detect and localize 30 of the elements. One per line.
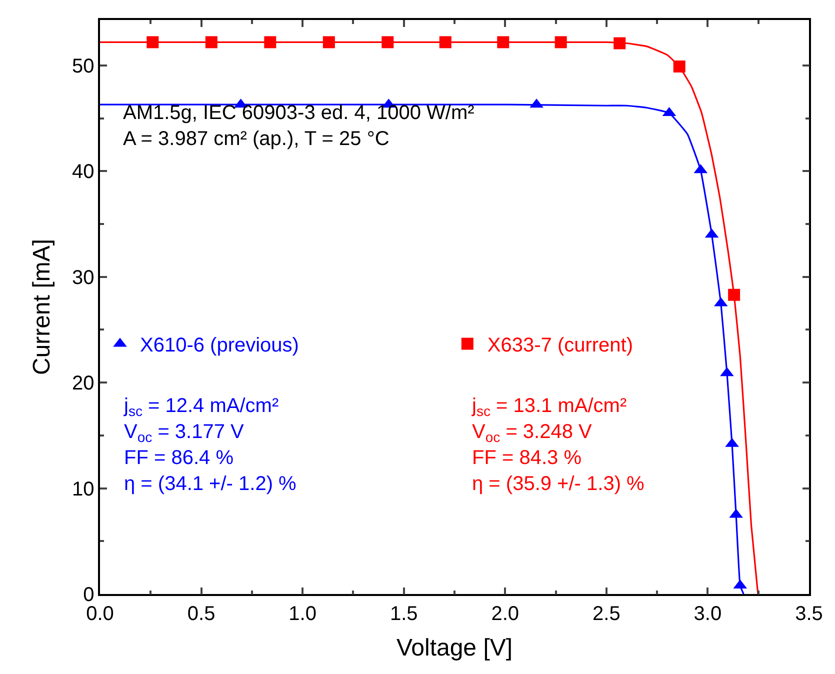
- point: [554, 36, 567, 48]
- x-tick-label: 0.5: [187, 602, 216, 625]
- point: [382, 36, 394, 48]
- point: [728, 288, 740, 301]
- x-tick-label: 3.0: [694, 602, 722, 625]
- point: [614, 37, 626, 50]
- annotation: AM1.5g, IEC 60903-3 ed. 4, 1000 W/m² A = 3.987 cm² (ap.), T = 25 °C: [123, 102, 475, 150]
- point: [146, 36, 159, 48]
- y-tick-label: 30: [72, 266, 94, 289]
- y-axis-title: Current [mA]: [28, 238, 56, 376]
- y-tick-label: 50: [72, 55, 94, 78]
- x-tick-label: 1.5: [390, 602, 418, 625]
- point: [673, 60, 686, 73]
- point: [264, 36, 276, 48]
- x-tick-label: 2.0: [491, 602, 520, 625]
- x-tick-label: 1.0: [288, 602, 316, 625]
- point: [439, 36, 452, 48]
- legend-label: X610-6 (previous): [140, 334, 299, 357]
- annotation: j$_{sc}$ = 12.4 mA/cm² V$_{oc}$ = 3.177 V FF = 86.4 % η = (34.1 +/- 1.2) %: [123, 395, 297, 495]
- y-tick-label: 10: [72, 478, 94, 500]
- x-tick-label: 2.5: [592, 602, 620, 625]
- point: [205, 36, 218, 48]
- point: [322, 36, 335, 48]
- annotation: j$_{sc}$ = 13.1 mA/cm² V$_{oc}$ = 3.248 V FF = 84.3 % η = (35.9 +/- 1.3) %: [471, 395, 645, 495]
- x-tick-label: 3.5: [795, 602, 823, 625]
- legend-label: X633-7 (current): [487, 334, 634, 357]
- point: [497, 36, 510, 48]
- x-axis-title: Voltage [V]: [396, 634, 513, 662]
- y-tick-label: 20: [72, 372, 94, 395]
- y-tick-label: 40: [72, 161, 94, 184]
